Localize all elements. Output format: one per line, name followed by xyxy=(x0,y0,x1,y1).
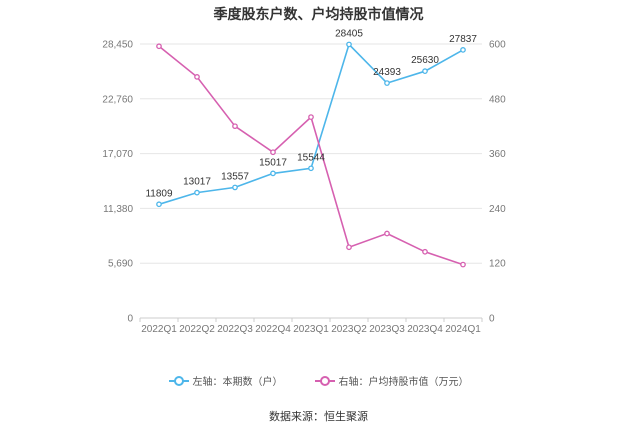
x-tick-label: 2022Q1 xyxy=(141,324,177,335)
x-tick-label: 2023Q4 xyxy=(407,324,443,335)
y-right-tick-label: 360 xyxy=(489,149,506,160)
y-left-tick-label: 28,450 xyxy=(102,40,133,51)
data-point xyxy=(156,201,162,208)
data-point xyxy=(346,244,352,251)
x-tick-label: 2023Q3 xyxy=(369,324,405,335)
data-point xyxy=(270,170,276,177)
data-point xyxy=(232,123,238,130)
series-lines xyxy=(156,41,466,268)
data-label: 25630 xyxy=(411,55,439,66)
x-tick-label: 2023Q1 xyxy=(293,324,329,335)
data-point xyxy=(232,184,238,191)
data-point xyxy=(308,165,314,172)
data-label: 27837 xyxy=(449,34,477,45)
legend-swatch-households-icon xyxy=(168,375,189,386)
y-left-tick-label: 0 xyxy=(127,314,133,325)
x-tick-label: 2023Q2 xyxy=(331,324,367,335)
legend-label-households: 左轴：本期数（户） xyxy=(192,377,283,388)
y-right-tick-label: 480 xyxy=(489,94,506,105)
data-label: 28405 xyxy=(335,28,363,39)
data-point xyxy=(422,248,428,255)
x-tick-label: 2022Q4 xyxy=(255,324,291,335)
data-point xyxy=(422,68,428,75)
y-left-tick-label: 11,380 xyxy=(103,204,133,215)
y-right-tick-label: 600 xyxy=(489,40,506,51)
data-point xyxy=(346,41,352,48)
data-point xyxy=(460,47,466,53)
data-point xyxy=(194,189,200,196)
legend-label-avg-value: 右轴：户均持股市值（万元） xyxy=(338,377,469,388)
data-label: 13557 xyxy=(221,171,249,182)
axes: 0 0 5,690 120 11,380 240 17,070 360 22,760 480 28,… xyxy=(102,40,506,336)
data-label: 11809 xyxy=(145,188,173,199)
y-right-tick-label: 0 xyxy=(489,314,495,325)
legend-swatch-avg-value-icon xyxy=(314,375,335,386)
data-point xyxy=(308,114,314,120)
data-point xyxy=(194,74,200,80)
x-tick-label: 2022Q3 xyxy=(217,324,253,335)
data-point xyxy=(384,80,390,86)
legend-item-avg-value[interactable]: 右轴：户均持股市值（万元） xyxy=(314,373,469,388)
legend: 左轴：本期数（户） 右轴：户均持股市值（万元） xyxy=(0,373,637,388)
grid-lines xyxy=(140,43,482,264)
data-labels: 11809 13017 13557 15017 15544 28405 24393 25630… xyxy=(145,28,477,199)
data-label: 15544 xyxy=(297,152,325,163)
y-left-tick-label: 17,070 xyxy=(102,149,133,160)
y-left-tick-label: 22,760 xyxy=(102,94,133,105)
y-right-tick-label: 240 xyxy=(489,204,506,215)
data-label: 24393 xyxy=(373,67,401,78)
legend-item-households[interactable]: 左轴：本期数（户） xyxy=(168,373,283,388)
data-point xyxy=(270,149,276,156)
x-tick-label: 2022Q2 xyxy=(179,324,215,335)
data-label: 13017 xyxy=(183,177,211,188)
data-point xyxy=(156,43,162,50)
y-right-tick-label: 120 xyxy=(489,259,506,270)
data-point xyxy=(384,230,390,237)
data-source: 数据来源：恒生聚源 xyxy=(269,411,368,423)
data-point xyxy=(460,261,466,268)
x-tick-label: 2024Q1 xyxy=(445,324,481,335)
y-left-tick-label: 5,690 xyxy=(108,259,133,270)
chart-title: 季度股东户数、户均持股市值情况 xyxy=(213,6,424,22)
data-label: 15017 xyxy=(259,157,287,168)
